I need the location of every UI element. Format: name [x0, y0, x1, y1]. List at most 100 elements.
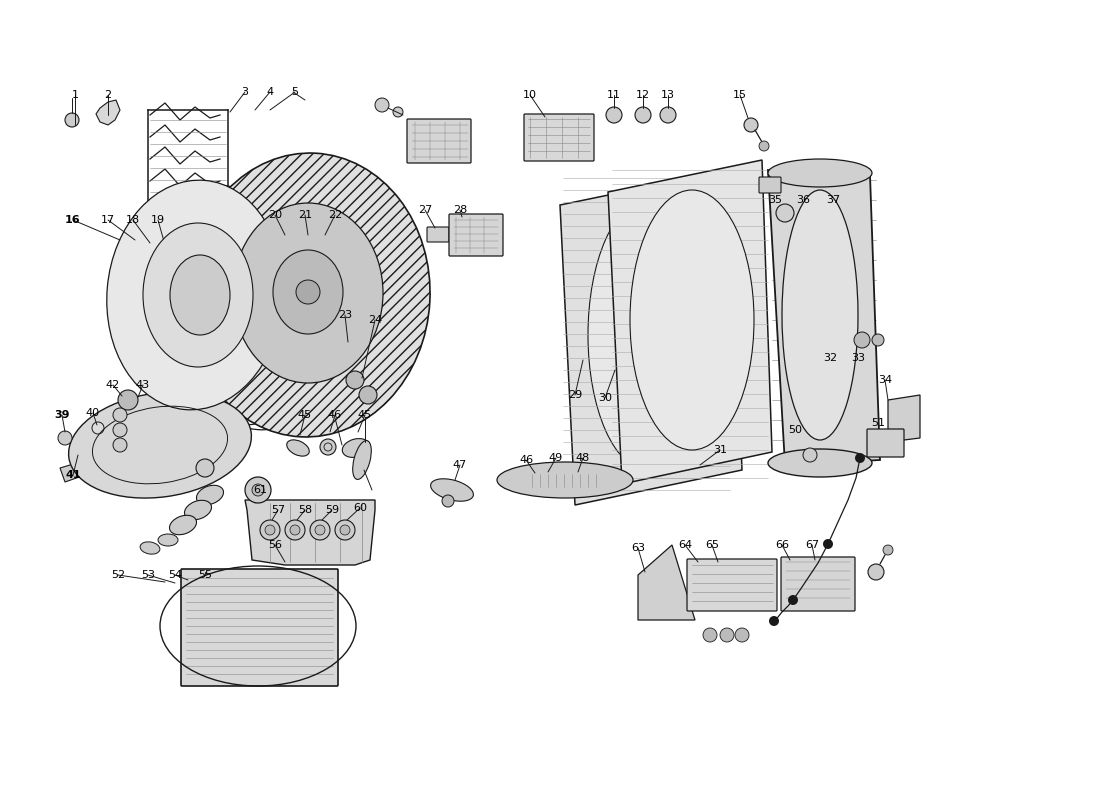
Ellipse shape — [140, 542, 159, 554]
FancyBboxPatch shape — [244, 214, 268, 271]
Ellipse shape — [782, 190, 858, 440]
Text: 43: 43 — [136, 380, 150, 390]
Text: 17: 17 — [101, 215, 116, 225]
Text: 56: 56 — [268, 540, 282, 550]
Ellipse shape — [158, 534, 178, 546]
Circle shape — [703, 628, 717, 642]
Text: 51: 51 — [871, 418, 886, 428]
Text: 24: 24 — [367, 315, 382, 325]
Ellipse shape — [768, 449, 872, 477]
Text: 5: 5 — [292, 87, 298, 97]
Circle shape — [375, 98, 389, 112]
Text: 41: 41 — [65, 470, 80, 480]
Ellipse shape — [170, 255, 230, 335]
Ellipse shape — [197, 486, 223, 505]
Ellipse shape — [768, 159, 872, 187]
Text: 3: 3 — [242, 87, 249, 97]
FancyBboxPatch shape — [781, 557, 855, 611]
Circle shape — [854, 332, 870, 348]
FancyBboxPatch shape — [867, 429, 904, 457]
Circle shape — [196, 459, 214, 477]
Text: 50: 50 — [788, 425, 802, 435]
Circle shape — [393, 107, 403, 117]
Circle shape — [260, 520, 280, 540]
Ellipse shape — [107, 180, 283, 410]
Text: 55: 55 — [198, 570, 212, 580]
Text: 45: 45 — [298, 410, 312, 420]
Ellipse shape — [186, 153, 430, 437]
Text: 67: 67 — [805, 540, 820, 550]
Ellipse shape — [233, 203, 383, 383]
Text: 30: 30 — [598, 393, 612, 403]
Circle shape — [58, 431, 72, 445]
Circle shape — [346, 371, 364, 389]
Circle shape — [296, 280, 320, 304]
Circle shape — [245, 477, 271, 503]
Text: 58: 58 — [298, 505, 312, 515]
Ellipse shape — [630, 190, 754, 450]
Circle shape — [735, 628, 749, 642]
Text: 49: 49 — [549, 453, 563, 463]
Circle shape — [113, 438, 127, 452]
Text: 13: 13 — [661, 90, 675, 100]
Circle shape — [855, 453, 865, 463]
Circle shape — [442, 495, 454, 507]
FancyBboxPatch shape — [759, 177, 781, 193]
Text: 1: 1 — [72, 90, 78, 100]
Ellipse shape — [353, 441, 372, 479]
Ellipse shape — [430, 478, 473, 502]
Ellipse shape — [68, 392, 252, 498]
Text: 10: 10 — [522, 90, 537, 100]
Circle shape — [744, 118, 758, 132]
Polygon shape — [248, 268, 268, 290]
Text: 53: 53 — [141, 570, 155, 580]
Text: 11: 11 — [607, 90, 621, 100]
Text: 63: 63 — [631, 543, 645, 553]
Circle shape — [776, 204, 794, 222]
Text: 31: 31 — [713, 445, 727, 455]
Text: 22: 22 — [328, 210, 342, 220]
Circle shape — [113, 423, 127, 437]
Circle shape — [823, 539, 833, 549]
Circle shape — [285, 520, 305, 540]
Circle shape — [868, 564, 884, 580]
Text: 52: 52 — [111, 570, 125, 580]
Circle shape — [315, 525, 324, 535]
Circle shape — [606, 107, 621, 123]
Ellipse shape — [497, 462, 632, 498]
Text: 29: 29 — [568, 390, 582, 400]
Text: 28: 28 — [453, 205, 468, 215]
Circle shape — [113, 408, 127, 422]
Circle shape — [660, 107, 676, 123]
Circle shape — [320, 439, 336, 455]
Text: 35: 35 — [768, 195, 782, 205]
Polygon shape — [96, 100, 120, 125]
Circle shape — [883, 545, 893, 555]
Polygon shape — [888, 395, 920, 442]
Text: 42: 42 — [106, 380, 120, 390]
Text: 59: 59 — [324, 505, 339, 515]
Text: 45: 45 — [358, 410, 372, 420]
Text: 23: 23 — [338, 310, 352, 320]
Ellipse shape — [287, 440, 309, 456]
Polygon shape — [608, 160, 772, 484]
Text: 46: 46 — [328, 410, 342, 420]
Circle shape — [118, 390, 138, 410]
Ellipse shape — [588, 200, 708, 470]
Text: 19: 19 — [151, 215, 165, 225]
Text: 20: 20 — [268, 210, 282, 220]
Text: 27: 27 — [418, 205, 432, 215]
Ellipse shape — [342, 438, 370, 458]
Text: 48: 48 — [576, 453, 590, 463]
Polygon shape — [245, 500, 375, 565]
Circle shape — [252, 484, 264, 496]
FancyBboxPatch shape — [524, 114, 594, 161]
Text: 33: 33 — [851, 353, 865, 363]
Text: 61: 61 — [253, 485, 267, 495]
FancyBboxPatch shape — [407, 119, 471, 163]
Polygon shape — [768, 170, 880, 465]
Circle shape — [872, 334, 884, 346]
Circle shape — [336, 520, 355, 540]
Text: 60: 60 — [353, 503, 367, 513]
Text: 18: 18 — [125, 215, 140, 225]
